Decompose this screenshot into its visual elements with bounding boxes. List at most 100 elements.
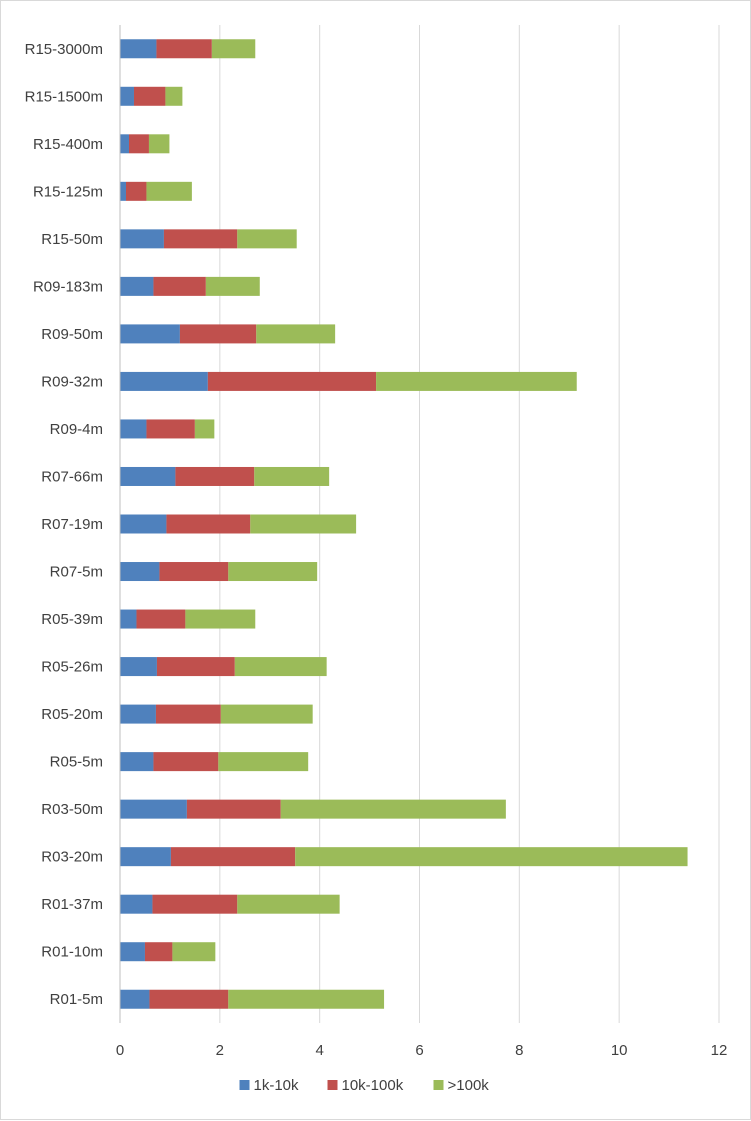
category-label: R15-50m: [41, 231, 103, 248]
legend-swatch: [239, 1080, 250, 1090]
bar-segment: [120, 847, 171, 867]
bar-segment: [120, 942, 145, 962]
bar-segment: [125, 181, 147, 201]
bar-segment: [172, 942, 216, 962]
bar-segment: [120, 514, 167, 534]
category-label: R05-39m: [41, 611, 103, 628]
bar-segment: [170, 847, 296, 867]
axes: 0 2 4 6 8 10 12 R15-3000m R15-1500m R15-400m R15-1…: [25, 25, 728, 1059]
bar-segment: [163, 229, 238, 249]
bar-segment: [156, 39, 212, 59]
bar-segment: [120, 562, 160, 582]
category-label: R15-1500m: [25, 88, 103, 105]
category-label: R09-183m: [33, 278, 103, 295]
category-label: R05-5m: [50, 754, 103, 771]
category-label: R05-26m: [41, 659, 103, 676]
bar-segment: [175, 466, 255, 486]
x-tick-label: 2: [216, 1042, 224, 1059]
bar-segment: [120, 371, 208, 391]
bar-segment: [133, 86, 166, 106]
bar-segment: [205, 276, 260, 296]
bar-segment: [250, 514, 357, 534]
category-label: R07-19m: [41, 516, 103, 533]
legend-label: >100k: [448, 1077, 490, 1094]
category-label: R05-20m: [41, 706, 103, 723]
x-tick-label: 0: [116, 1042, 124, 1059]
bar-segment: [234, 657, 327, 677]
bar-segment: [120, 799, 187, 819]
bar-segment: [146, 419, 195, 439]
bar-segment: [120, 181, 126, 201]
bar-segment: [128, 134, 149, 154]
bar-segment: [146, 181, 192, 201]
bar-segment: [120, 324, 180, 344]
x-tick-label: 4: [315, 1042, 323, 1059]
category-label: R15-400m: [33, 136, 103, 153]
category-label: R09-50m: [41, 326, 103, 343]
bar-segment: [120, 39, 157, 59]
bar-segment: [120, 752, 154, 772]
bar-segment: [144, 942, 173, 962]
bar-segment: [152, 894, 238, 914]
bar-segment: [256, 324, 336, 344]
bar-segment: [376, 371, 577, 391]
bar-segment: [179, 324, 257, 344]
legend-swatch: [433, 1080, 444, 1090]
legend-label: 10k-100k: [342, 1077, 404, 1094]
bar-segment: [156, 657, 235, 677]
bar-segment: [120, 134, 129, 154]
bar-segment: [120, 609, 137, 629]
category-label: R07-66m: [41, 468, 103, 485]
bar-segment: [228, 989, 385, 1009]
bar-segment: [166, 514, 251, 534]
bar-segment: [237, 894, 340, 914]
x-tick-label: 12: [711, 1042, 728, 1059]
bar-segment: [185, 609, 256, 629]
category-label: R09-32m: [41, 373, 103, 390]
bars: [120, 39, 688, 1009]
bar-segment: [159, 562, 229, 582]
bar-segment: [211, 39, 256, 59]
bar-segment: [148, 134, 170, 154]
legend-label: 1k-10k: [254, 1077, 300, 1094]
bar-segment: [194, 419, 215, 439]
category-label: R09-4m: [50, 421, 103, 438]
category-label: R01-10m: [41, 944, 103, 961]
bar-segment: [218, 752, 309, 772]
x-tick-label: 10: [611, 1042, 628, 1059]
bar-segment: [120, 704, 156, 724]
category-label: R01-5m: [50, 991, 103, 1008]
bar-segment: [136, 609, 186, 629]
category-label: R01-37m: [41, 896, 103, 913]
bar-segment: [120, 419, 147, 439]
legend-swatch: [327, 1080, 338, 1090]
category-label: R07-5m: [50, 564, 103, 581]
bar-segment: [207, 371, 377, 391]
category-label: R15-125m: [33, 183, 103, 200]
bar-segment: [295, 847, 688, 867]
category-label: R03-20m: [41, 849, 103, 866]
category-label: R15-3000m: [25, 41, 103, 58]
bar-segment: [153, 752, 219, 772]
x-tick-label: 6: [415, 1042, 423, 1059]
bar-segment: [228, 562, 318, 582]
bar-segment: [120, 989, 150, 1009]
bar-segment: [220, 704, 313, 724]
bar-segment: [254, 466, 330, 486]
bar-segment: [186, 799, 281, 819]
bar-segment: [237, 229, 297, 249]
bar-segment: [120, 894, 153, 914]
bar-segment: [120, 466, 176, 486]
bar-segment: [120, 229, 164, 249]
bar-segment: [280, 799, 506, 819]
bar-segment: [120, 86, 134, 106]
bar-segment: [153, 276, 206, 296]
bar-segment: [155, 704, 221, 724]
category-label: R03-50m: [41, 801, 103, 818]
legend: 1k-10k 10k-100k >100k: [239, 1077, 490, 1094]
bar-segment: [149, 989, 229, 1009]
bar-segment: [165, 86, 183, 106]
x-tick-label: 8: [515, 1042, 523, 1059]
